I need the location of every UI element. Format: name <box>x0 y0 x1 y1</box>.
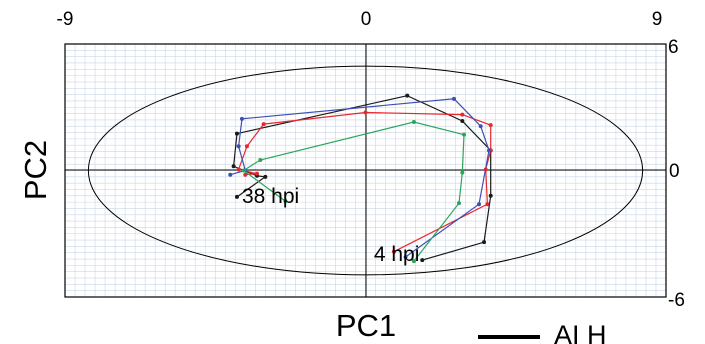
data-point-series-1 <box>243 172 248 177</box>
series-group <box>228 93 493 264</box>
data-point-series-1 <box>236 167 241 172</box>
data-point-series-1 <box>460 112 465 117</box>
data-point-series-3 <box>460 170 465 175</box>
data-point-series-0 <box>263 174 268 179</box>
data-point-series-2 <box>239 116 244 121</box>
x-tick-label-left: -9 <box>57 9 74 30</box>
data-point-series-0 <box>460 118 465 123</box>
data-point-series-0 <box>488 193 493 198</box>
data-point-series-1 <box>363 110 368 115</box>
data-point-series-0 <box>482 240 487 245</box>
data-point-series-3 <box>411 259 416 264</box>
data-point-series-0 <box>234 194 239 199</box>
y-tick-label-bottom: -6 <box>668 290 685 311</box>
x-tick-label-right: 9 <box>652 9 663 30</box>
series-line-3 <box>242 121 465 262</box>
data-point-series-1 <box>488 123 493 128</box>
series-line-0 <box>232 95 492 261</box>
confidence-ellipse <box>87 65 644 276</box>
data-point-series-1 <box>261 122 266 127</box>
data-point-series-0 <box>420 258 425 263</box>
data-point-series-3 <box>456 201 461 206</box>
data-point-series-0 <box>234 131 239 136</box>
data-point-series-1 <box>254 171 259 176</box>
series-line-2 <box>230 98 490 258</box>
data-point-series-2 <box>451 96 456 101</box>
data-point-series-3 <box>258 157 263 162</box>
data-point-series-2 <box>236 144 241 149</box>
data-point-series-0 <box>405 93 410 98</box>
series-line-1 <box>237 111 492 253</box>
x-tick-label-center: 0 <box>361 9 372 30</box>
data-point-series-3 <box>283 199 288 204</box>
data-point-series-2 <box>228 172 233 177</box>
annotation-38-hpi: 38 hpi <box>242 185 299 208</box>
y-tick-label-zero: 0 <box>669 161 680 182</box>
y-axis-label: PC2 <box>18 140 53 200</box>
data-point-series-3 <box>241 168 246 173</box>
legend-label: AI H <box>554 320 607 344</box>
data-point-series-1 <box>244 144 249 149</box>
y-tick-label-top: 6 <box>668 37 679 58</box>
data-point-series-1 <box>485 202 490 207</box>
data-point-series-2 <box>477 202 482 207</box>
annotation-4-hpi: 4 hpi <box>374 243 420 266</box>
data-point-series-2 <box>478 124 483 129</box>
x-axis-label: PC1 <box>336 308 396 343</box>
data-point-series-1 <box>391 249 396 254</box>
data-point-series-0 <box>231 164 236 169</box>
data-point-series-3 <box>411 120 416 125</box>
data-point-series-2 <box>403 254 408 259</box>
data-point-series-2 <box>487 148 492 153</box>
data-point-series-3 <box>461 132 466 137</box>
